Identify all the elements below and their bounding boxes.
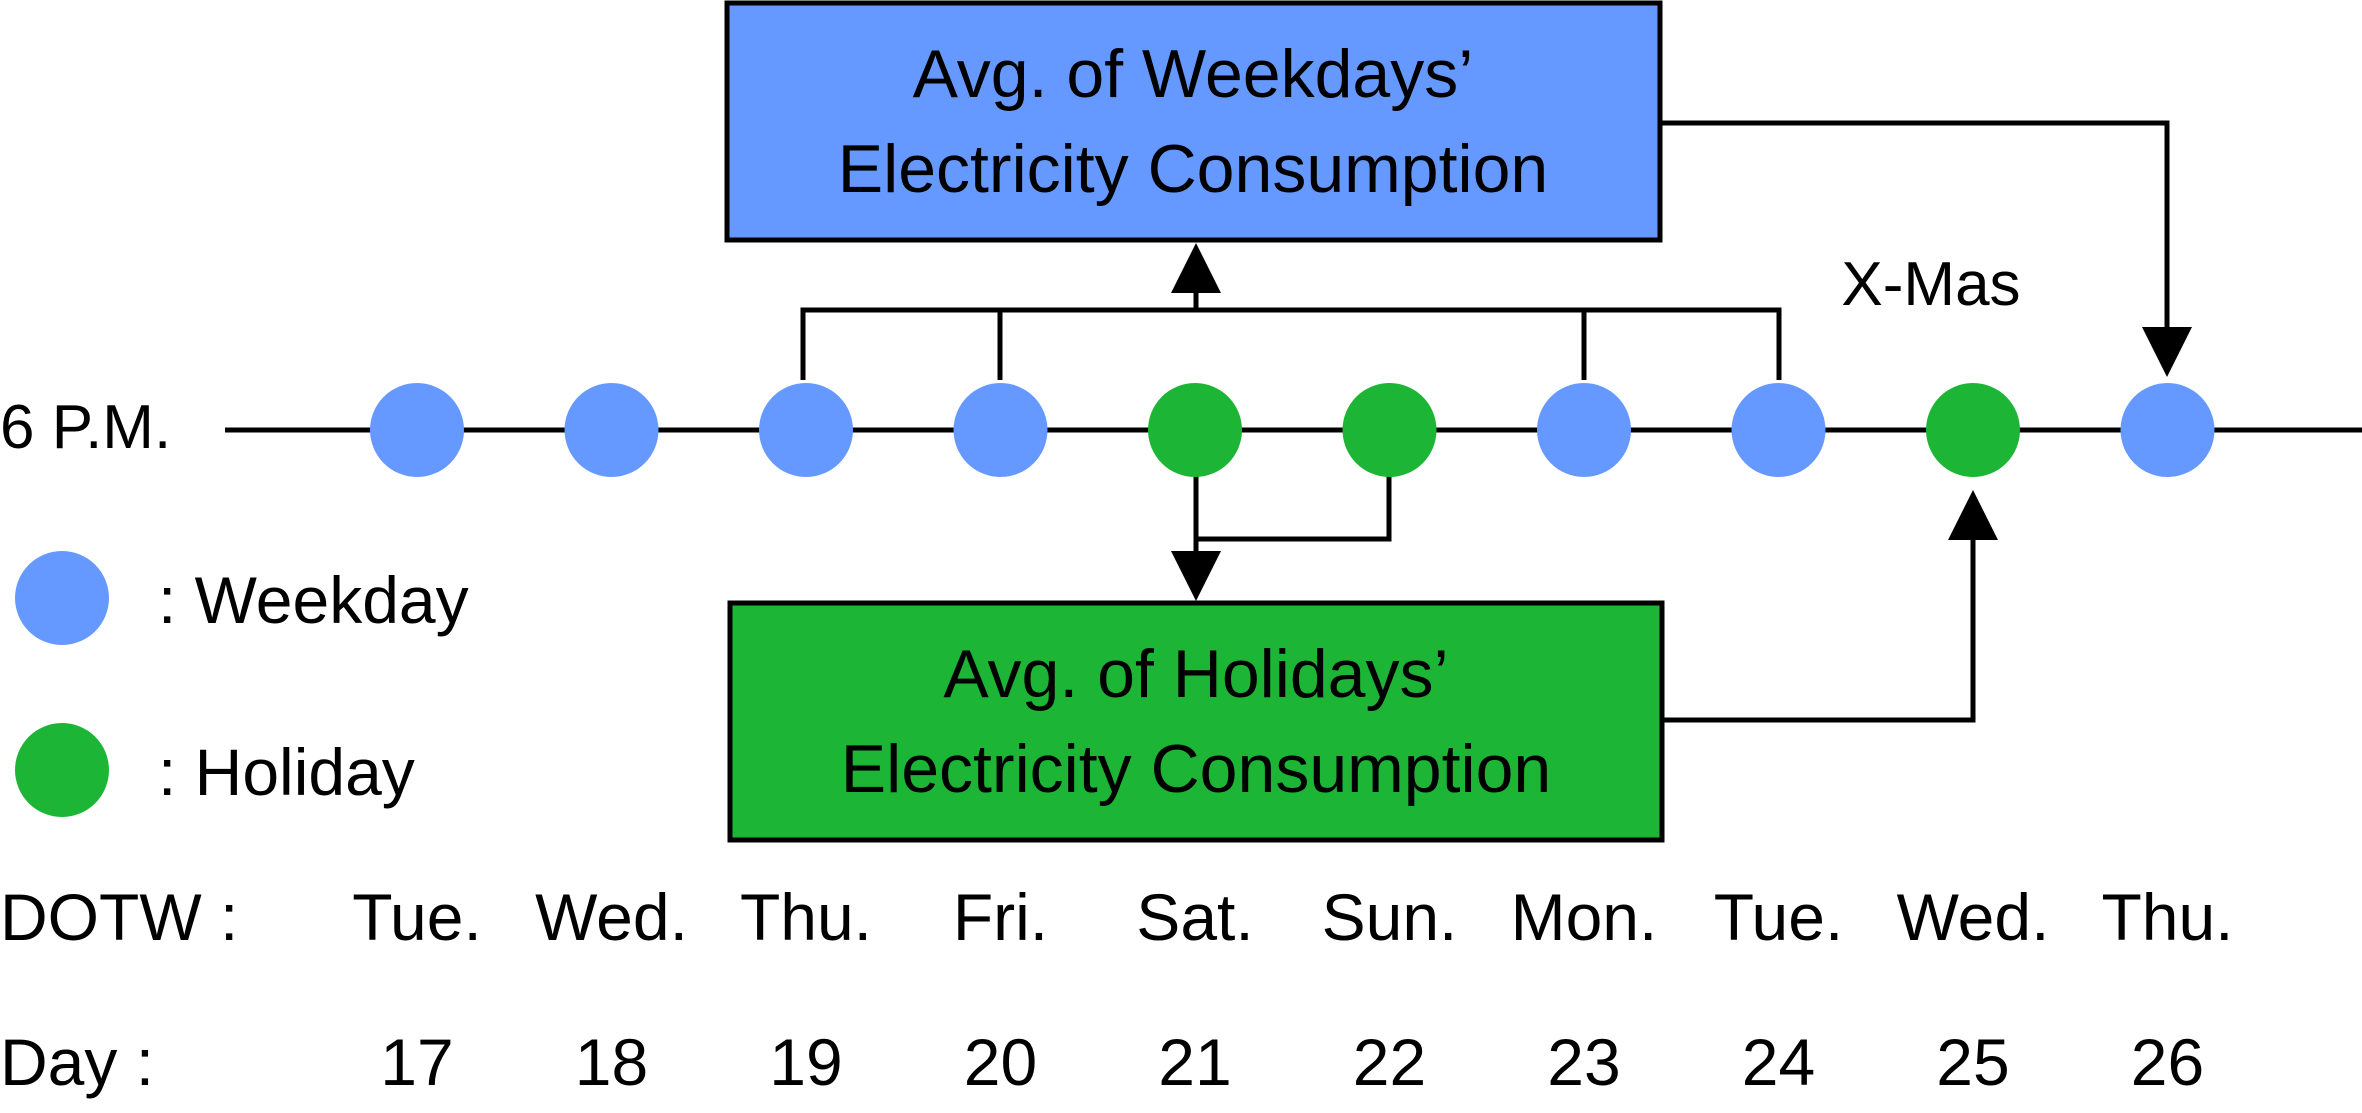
holiday-connectors: [1171, 475, 1392, 601]
weekday-bracket: [800, 307, 1782, 380]
day-number-label: 19: [769, 1025, 842, 1099]
day-number-label: 21: [1158, 1025, 1231, 1099]
day-circle-26-weekday: [2120, 383, 2215, 477]
day-circle-22-holiday: [1342, 383, 1437, 477]
day-number-labels: 17 18 19 20 21 22 23 24 25 26: [380, 1025, 2204, 1099]
day-number-label: 23: [1547, 1025, 1620, 1099]
time-label: 6 P.M.: [0, 393, 171, 462]
legend: : Weekday : Holiday: [15, 551, 469, 817]
day-circles: [370, 383, 2215, 477]
weekday-connectors: [800, 243, 1782, 380]
holiday-average-box: Avg. of Holidays’ Electricity Consumptio…: [727, 600, 1665, 843]
dotw-label: Wed.: [1897, 880, 2050, 954]
dotw-label: Thu.: [740, 880, 872, 954]
day-circle-17-weekday: [370, 383, 464, 477]
dotw-label: Mon.: [1511, 880, 1658, 954]
day-circle-25-holiday: [1926, 383, 2020, 477]
weekday-average-box: Avg. of Weekdays’ Electricity Consumptio…: [724, 0, 1663, 243]
dotw-label: Thu.: [2101, 880, 2233, 954]
weekday-average-box-line2: Electricity Consumption: [838, 131, 1548, 207]
day-circle-20-weekday: [953, 383, 1048, 477]
day-number-label: 25: [1936, 1025, 2009, 1099]
dotw-label: Wed.: [535, 880, 688, 954]
holiday-bracket: [1196, 475, 1392, 542]
dotw-row-label: DOTW :: [0, 880, 238, 954]
weekday-average-to-26-arrow: [1660, 120, 2192, 377]
dotw-label: Sun.: [1322, 880, 1458, 954]
day-number-label: 20: [964, 1025, 1037, 1099]
legend-weekday-label: : Weekday: [158, 563, 469, 637]
dotw-label: Tue.: [352, 880, 482, 954]
holiday-average-to-25-arrow: [1662, 490, 1998, 723]
xmas-label: X-Mas: [1841, 250, 2020, 319]
holiday-average-box-line1: Avg. of Holidays’: [943, 636, 1448, 712]
legend-weekday-dot: [15, 551, 109, 645]
day-row-label: Day :: [0, 1025, 154, 1099]
day-number-label: 18: [575, 1025, 648, 1099]
dotw-label: Fri.: [953, 880, 1048, 954]
dotw-labels: Tue. Wed. Thu. Fri. Sat. Sun. Mon. Tue. Wed. Thu.: [352, 880, 2233, 954]
day-circle-23-weekday: [1537, 383, 1631, 477]
day-circle-21-holiday: [1148, 383, 1242, 477]
day-circle-24-weekday: [1731, 383, 1826, 477]
holiday-average-box-frame: [727, 600, 1665, 843]
weekday-average-box-line1: Avg. of Weekdays’: [913, 36, 1474, 112]
legend-holiday-label: : Holiday: [158, 735, 415, 809]
day-number-label: 26: [2131, 1025, 2204, 1099]
day-number-label: 24: [1742, 1025, 1815, 1099]
legend-holiday-dot: [15, 723, 109, 817]
day-number-label: 17: [380, 1025, 453, 1099]
day-number-label: 22: [1353, 1025, 1426, 1099]
dotw-label: Sat.: [1136, 880, 1253, 954]
holiday-average-box-line2: Electricity Consumption: [841, 731, 1551, 807]
dotw-label: Tue.: [1714, 880, 1844, 954]
day-circle-18-weekday: [564, 383, 659, 477]
day-circle-19-weekday: [759, 383, 853, 477]
